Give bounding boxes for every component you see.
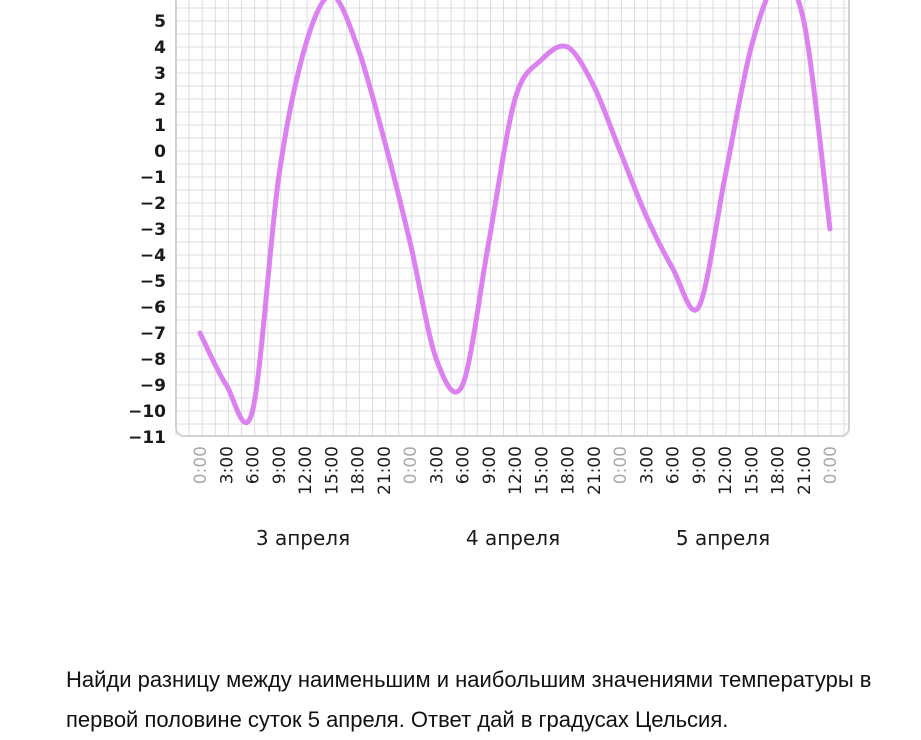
x-tick-label: 12:00: [296, 446, 316, 495]
y-tick-label: −9: [140, 376, 166, 396]
x-tick-label: 21:00: [585, 446, 605, 495]
x-tick-label: 0:00: [611, 446, 631, 484]
x-tick-label: 18:00: [769, 446, 789, 495]
x-tick-label: 3:00: [427, 446, 447, 484]
x-axis-ticks: 0:00 3:00 6:00 9:00 12:00 15:00 18:00 21:00 0:00…: [191, 446, 841, 495]
x-tick-label: 0:00: [821, 446, 841, 484]
y-tick-label: 0: [154, 142, 166, 162]
day-label: 5 апреля: [676, 526, 770, 550]
y-tick-label: −11: [128, 428, 166, 448]
plot-frame: [175, 0, 850, 437]
x-tick-label: 9:00: [480, 446, 500, 484]
y-tick-label: −6: [140, 298, 166, 318]
y-tick-label: 5: [154, 12, 166, 32]
x-tick-label: 12:00: [716, 446, 736, 495]
x-tick-label: 15:00: [322, 446, 342, 495]
y-tick-label: −4: [140, 246, 166, 266]
y-tick-label: −1: [140, 168, 166, 188]
y-tick-label: −10: [128, 402, 166, 422]
day-label: 3 апреля: [256, 526, 350, 550]
day-label: 4 апреля: [466, 526, 560, 550]
x-tick-label: 6:00: [664, 446, 684, 484]
x-tick-label: 21:00: [375, 446, 395, 495]
y-tick-label: 1: [154, 116, 166, 136]
y-tick-label: 2: [154, 90, 166, 110]
y-tick-label: −3: [140, 220, 166, 240]
y-axis-ticks: 5 4 3 2 1 0 −1 −2 −3 −4 −5 −6 −7 −8 −9 −10 −11: [128, 12, 166, 448]
x-tick-label: 18:00: [349, 446, 369, 495]
x-tick-label: 0:00: [191, 446, 211, 484]
y-tick-label: −5: [140, 272, 166, 292]
temperature-line: [197, 0, 833, 425]
question-text: Найди разницу между наименьшим и наиболь…: [66, 660, 916, 740]
question-line-1: Найди разницу между наименьшим и наиболь…: [66, 667, 872, 692]
x-tick-label: 6:00: [454, 446, 474, 484]
y-tick-label: 4: [154, 38, 166, 58]
x-tick-label: 0:00: [401, 446, 421, 484]
x-tick-label: 18:00: [559, 446, 579, 495]
x-tick-label: 3:00: [637, 446, 657, 484]
y-tick-label: −7: [140, 324, 166, 344]
x-tick-label: 6:00: [244, 446, 264, 484]
x-tick-label: 15:00: [742, 446, 762, 495]
x-tick-label: 9:00: [690, 446, 710, 484]
question-line-2: первой половине суток 5 апреля. Ответ да…: [66, 707, 729, 732]
y-tick-label: 3: [154, 64, 166, 84]
x-tick-label: 21:00: [795, 446, 815, 495]
x-tick-label: 3:00: [217, 446, 237, 484]
x-tick-label: 12:00: [506, 446, 526, 495]
temperature-chart: 5 4 3 2 1 0 −1 −2 −3 −4 −5 −6 −7 −8 −9 −10 −11 0:00 3:00 6…: [128, 0, 850, 550]
x-tick-label: 15:00: [532, 446, 552, 495]
x-tick-label: 9:00: [270, 446, 290, 484]
y-tick-label: −8: [140, 350, 166, 370]
day-labels: 3 апреля 4 апреля 5 апреля: [256, 526, 770, 550]
y-tick-label: −2: [140, 194, 166, 214]
